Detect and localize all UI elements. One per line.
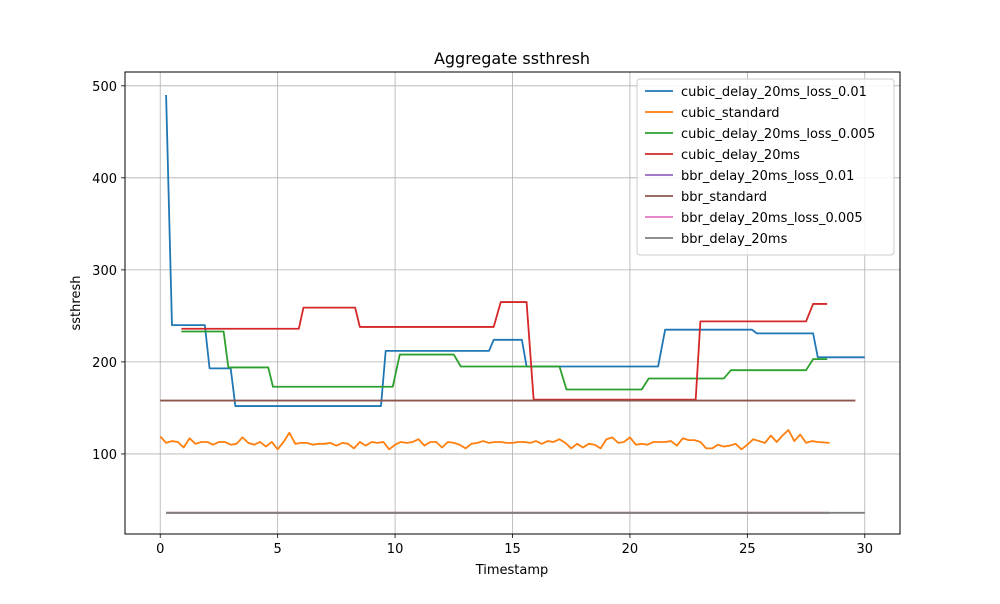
x-tick-label: 20	[622, 542, 639, 557]
legend-label: bbr_delay_20ms_loss_0.005	[681, 211, 863, 226]
y-axis-label: ssthresh	[69, 276, 84, 331]
legend-label: bbr_standard	[681, 190, 767, 205]
y-tick-label: 400	[92, 172, 117, 187]
series-line-cubic_delay_20ms_loss_0.01	[165, 94, 865, 407]
x-axis-label: Timestamp	[475, 563, 549, 578]
y-tick-label: 300	[92, 264, 117, 279]
x-axis-ticks: 0 5 10 15 20 25 30	[156, 534, 873, 557]
x-tick-label: 0	[156, 542, 164, 557]
x-tick-label: 15	[504, 542, 521, 557]
x-tick-label: 5	[274, 542, 282, 557]
series-group	[159, 94, 865, 514]
legend-label: cubic_delay_20ms_loss_0.005	[681, 127, 875, 142]
x-tick-label: 25	[739, 542, 756, 557]
legend-label: cubic_standard	[681, 106, 780, 121]
series-line-cubic_delay_20ms_loss_0.005	[181, 330, 828, 391]
y-tick-label: 500	[92, 80, 117, 95]
chart-title: Aggregate ssthresh	[434, 49, 590, 68]
y-tick-label: 200	[92, 356, 117, 371]
x-tick-label: 30	[856, 542, 873, 557]
y-tick-label: 100	[92, 448, 117, 463]
legend-box	[636, 78, 895, 256]
series-line-cubic_standard	[159, 429, 830, 451]
series-line-cubic_delay_20ms	[181, 301, 828, 401]
legend-label: cubic_delay_20ms_loss_0.01	[681, 85, 867, 100]
legend-label: bbr_delay_20ms	[681, 232, 788, 247]
x-tick-label: 10	[387, 542, 404, 557]
legend: cubic_delay_20ms_loss_0.01 cubic_standard…	[636, 78, 895, 256]
legend-label: bbr_delay_20ms_loss_0.01	[681, 169, 854, 184]
legend-label: cubic_delay_20ms	[681, 148, 800, 163]
y-axis-ticks: 100 200 300 400 500	[92, 80, 125, 463]
